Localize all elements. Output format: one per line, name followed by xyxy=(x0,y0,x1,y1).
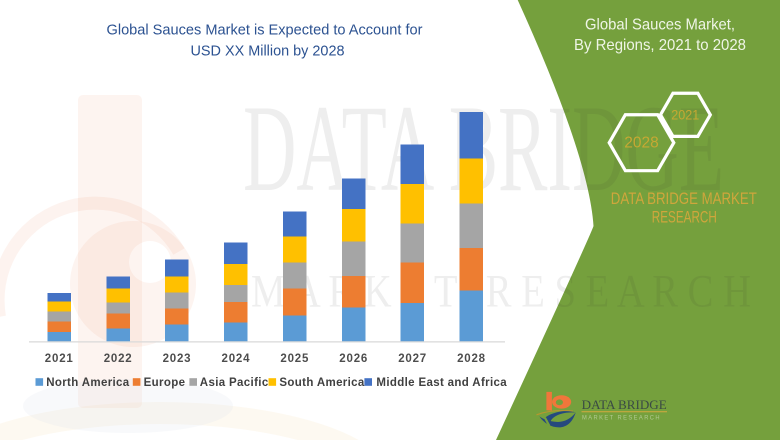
svg-text:M A R K E T R E S E A R C H: M A R K E T R E S E A R C H xyxy=(251,266,751,318)
svg-text:South America: South America xyxy=(279,377,365,389)
svg-text:2024: 2024 xyxy=(222,353,251,365)
svg-text:North America: North America xyxy=(46,377,130,389)
svg-text:DATA BRIDGE MARKET: DATA BRIDGE MARKET xyxy=(611,190,757,208)
svg-text:2028: 2028 xyxy=(457,353,486,365)
svg-text:2026: 2026 xyxy=(339,353,368,365)
svg-text:2022: 2022 xyxy=(104,353,133,365)
svg-text:2023: 2023 xyxy=(163,353,192,365)
svg-text:Global Sauces Market is Expect: Global Sauces Market is Expected to Acco… xyxy=(107,22,423,39)
svg-text:2028: 2028 xyxy=(624,134,658,151)
svg-text:DATA BRIDGE: DATA BRIDGE xyxy=(243,80,724,217)
svg-text:Europe: Europe xyxy=(144,377,186,389)
svg-text:USD XX Million by 2028: USD XX Million by 2028 xyxy=(191,43,345,60)
svg-text:2021: 2021 xyxy=(45,353,74,365)
svg-text:DATA BRIDGE: DATA BRIDGE xyxy=(582,397,667,412)
svg-text:RESEARCH: RESEARCH xyxy=(652,209,717,227)
svg-text:Global Sauces Market,: Global Sauces Market, xyxy=(585,17,735,34)
svg-text:Asia Pacific: Asia Pacific xyxy=(200,377,269,389)
svg-text:2025: 2025 xyxy=(280,353,309,365)
svg-text:Middle East and Africa: Middle East and Africa xyxy=(376,377,507,389)
svg-text:By Regions, 2021 to 2028: By Regions, 2021 to 2028 xyxy=(574,37,746,54)
svg-text:MARKET RESEARCH: MARKET RESEARCH xyxy=(582,415,661,422)
svg-text:2027: 2027 xyxy=(398,353,427,365)
svg-text:2021: 2021 xyxy=(671,106,699,122)
